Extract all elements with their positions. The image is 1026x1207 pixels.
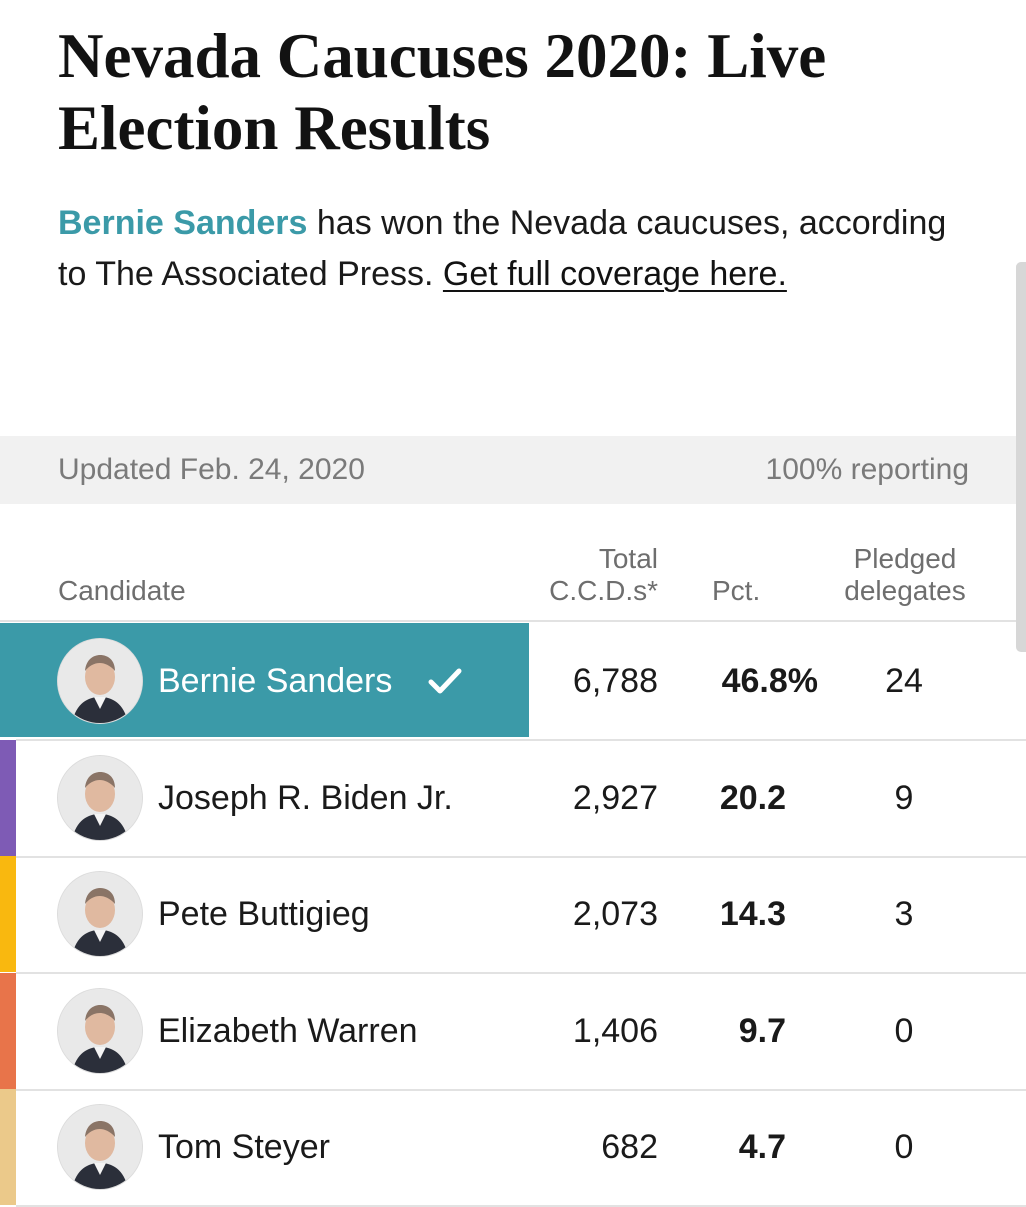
candidate-delegates: 9 [894, 779, 914, 817]
candidate-votes: 6,788 [572, 662, 658, 700]
candidate-delegates: 0 [894, 1012, 914, 1050]
row-divider [16, 856, 1026, 858]
header-divider [0, 620, 1026, 622]
column-header-candidate: Candidate [58, 575, 186, 606]
candidate-votes: 682 [601, 1128, 658, 1166]
candidate-portrait-icon [58, 1105, 142, 1189]
candidate-portrait-icon [58, 872, 142, 956]
candidate-color-bar [0, 973, 16, 1089]
column-header-votes: Total C.C.D.s* [458, 543, 658, 607]
row-divider [16, 1089, 1026, 1091]
candidate-portrait-icon [58, 989, 142, 1073]
row-divider [16, 972, 1026, 974]
candidate-portrait-icon [58, 639, 142, 723]
status-bar: Updated Feb. 24, 2020 100% reporting [0, 436, 1026, 504]
table-row[interactable]: Pete Buttigieg 2,073 14.3 3 [0, 856, 1026, 974]
full-coverage-link[interactable]: Get full coverage here. [442, 255, 787, 293]
column-header-delegates: Pledged delegates [810, 543, 1000, 607]
candidate-votes: 2,927 [572, 779, 658, 817]
winner-name: Bernie Sanders [58, 204, 308, 242]
candidate-pct: 9.7 [738, 1012, 786, 1050]
check-icon [428, 667, 462, 695]
candidate-name: Bernie Sanders [158, 662, 393, 700]
table-row[interactable]: Tom Steyer 682 4.7 0 [0, 1089, 1026, 1207]
result-summary: Bernie Sanders has won the Nevada caucus… [58, 198, 958, 300]
candidate-color-bar [0, 740, 16, 856]
candidate-pct: 14.3 [719, 895, 786, 933]
column-header-votes-line2: C.C.D.s* [549, 575, 658, 606]
table-row[interactable]: Elizabeth Warren 1,406 9.7 0 [0, 973, 1026, 1091]
table-row[interactable]: Bernie Sanders 6,788 46.8% 24 [0, 623, 1026, 741]
updated-timestamp: Updated Feb. 24, 2020 [58, 453, 365, 486]
candidate-color-bar [0, 1089, 16, 1205]
candidate-delegates: 3 [894, 895, 914, 933]
reporting-status: 100% reporting [765, 453, 969, 486]
candidate-pct: 4.7 [738, 1128, 786, 1166]
candidate-votes: 1,406 [572, 1012, 658, 1050]
page-title: Nevada Caucuses 2020: Live Election Resu… [58, 21, 827, 163]
candidate-delegates: 0 [894, 1128, 914, 1166]
candidate-name: Tom Steyer [158, 1128, 330, 1166]
candidate-delegates: 24 [885, 662, 923, 700]
candidate-name: Pete Buttigieg [158, 895, 370, 933]
column-header-votes-line1: Total [598, 543, 658, 574]
row-divider [16, 739, 1026, 741]
column-header-delegates-line1: Pledged [853, 543, 957, 574]
candidate-votes: 2,073 [572, 895, 658, 933]
candidate-pct: 46.8% [721, 662, 818, 700]
candidate-pct: 20.2 [719, 779, 786, 817]
candidate-portrait-icon [58, 756, 142, 840]
candidate-name: Elizabeth Warren [158, 1012, 418, 1050]
candidate-name: Joseph R. Biden Jr. [158, 779, 453, 817]
column-header-pct: Pct. [712, 575, 761, 606]
candidate-color-bar [0, 856, 16, 972]
summary-text: has won the Nevada caucuses, according t… [58, 204, 947, 293]
scrollbar[interactable] [1016, 262, 1026, 652]
column-header-delegates-line2: delegates [844, 575, 966, 606]
table-row[interactable]: Joseph R. Biden Jr. 2,927 20.2 9 [0, 740, 1026, 858]
